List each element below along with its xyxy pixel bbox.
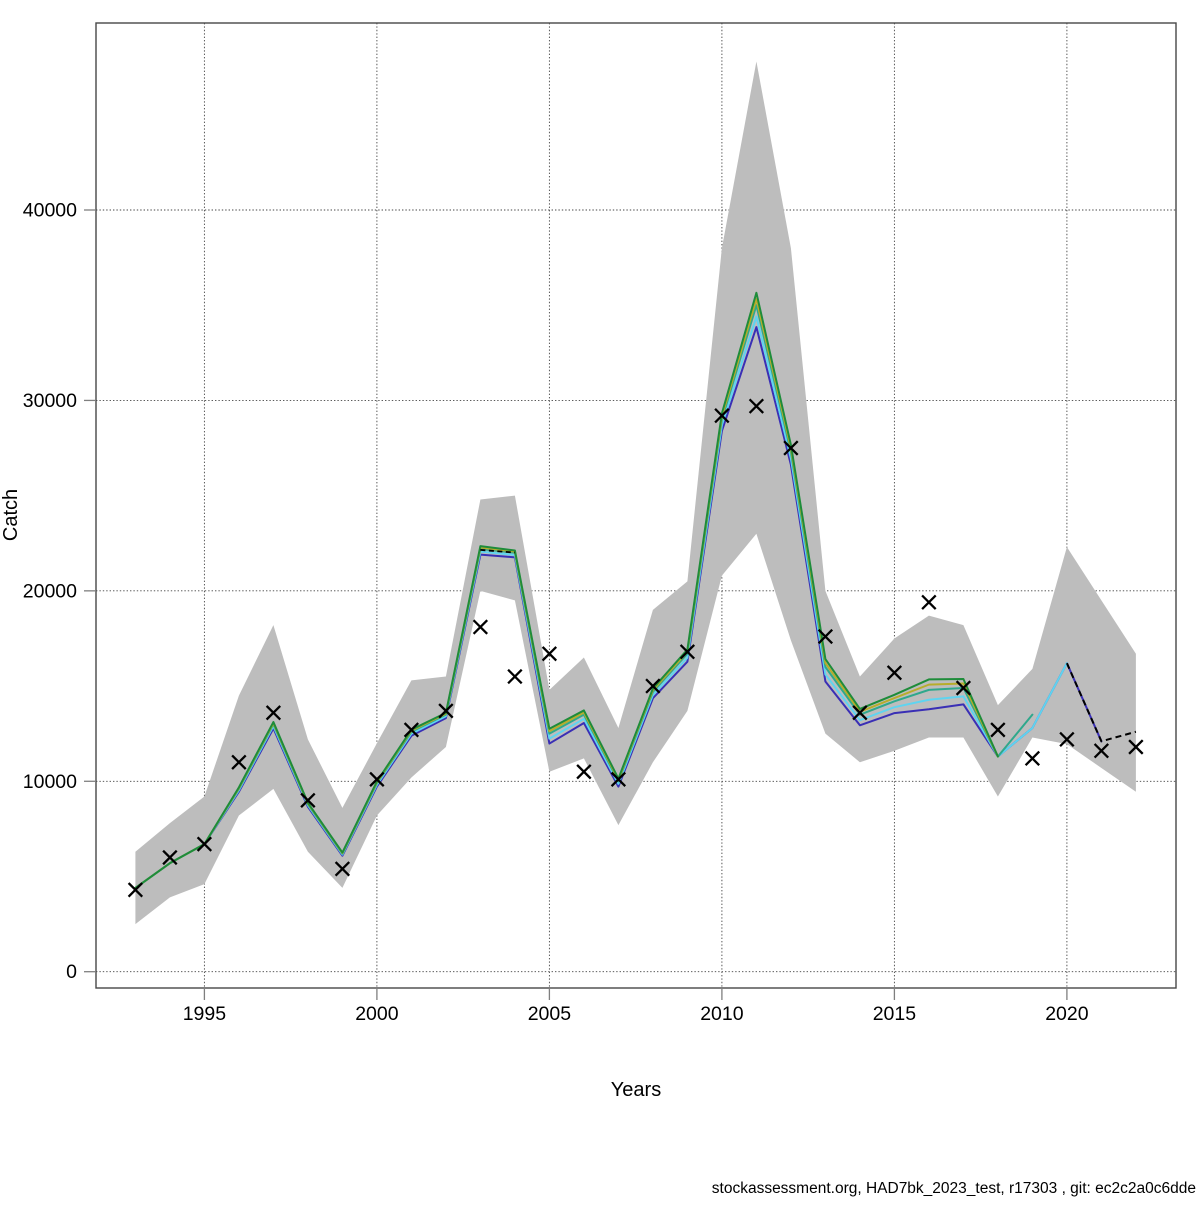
svg-text:20000: 20000 xyxy=(23,580,77,602)
svg-text:2000: 2000 xyxy=(355,1003,399,1025)
svg-text:0: 0 xyxy=(66,961,77,983)
svg-text:Catch: Catch xyxy=(0,489,22,541)
svg-text:10000: 10000 xyxy=(23,771,77,793)
svg-text:2005: 2005 xyxy=(528,1003,572,1025)
svg-text:Years: Years xyxy=(611,1079,661,1101)
svg-text:2010: 2010 xyxy=(700,1003,744,1025)
svg-text:stockassessment.org, HAD7bk_20: stockassessment.org, HAD7bk_2023_test, r… xyxy=(712,1180,1196,1197)
svg-text:30000: 30000 xyxy=(23,390,77,412)
svg-text:2020: 2020 xyxy=(1045,1003,1089,1025)
svg-text:1995: 1995 xyxy=(183,1003,227,1025)
svg-text:2015: 2015 xyxy=(873,1003,917,1025)
svg-text:40000: 40000 xyxy=(23,200,77,222)
